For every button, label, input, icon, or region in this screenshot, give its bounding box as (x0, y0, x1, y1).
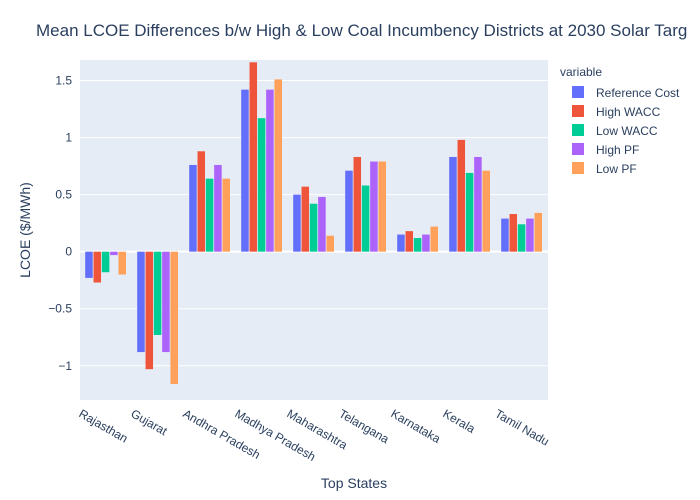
bar[interactable] (293, 194, 301, 252)
bar[interactable] (517, 224, 526, 252)
y-tick-label: 1 (65, 131, 72, 145)
legend-swatch (572, 105, 584, 117)
bar[interactable] (118, 251, 126, 275)
y-tick-label: −0.5 (48, 302, 72, 316)
bars (85, 62, 542, 385)
bar[interactable] (241, 89, 249, 252)
y-axis-ticks: −1 −0.5 0 0.5 1 1.5 (48, 74, 72, 373)
legend-title: variable (560, 65, 602, 79)
y-axis-title: LCOE ($/MWh) (17, 182, 33, 278)
y-tick-label: 0 (65, 245, 72, 259)
bar[interactable] (526, 218, 534, 252)
y-tick-label: 0.5 (55, 188, 72, 202)
bar[interactable] (397, 234, 405, 252)
bar[interactable] (405, 231, 414, 252)
legend-item-label[interactable]: High PF (596, 143, 639, 157)
bar[interactable] (205, 178, 214, 252)
bar[interactable] (222, 178, 230, 252)
bar[interactable] (85, 251, 93, 278)
bar[interactable] (326, 235, 334, 252)
bar[interactable] (361, 185, 370, 252)
bar[interactable] (137, 251, 145, 353)
bar[interactable] (465, 172, 474, 252)
bar[interactable] (422, 234, 430, 252)
chart-title: Mean LCOE Differences b/w High & Low Coa… (36, 21, 687, 40)
legend-item-label[interactable]: Low WACC (596, 124, 658, 138)
bar[interactable] (413, 237, 422, 252)
bar[interactable] (482, 170, 490, 252)
bar[interactable] (145, 251, 154, 370)
bar[interactable] (214, 164, 222, 252)
legend-swatch (572, 162, 584, 174)
bar[interactable] (457, 139, 466, 252)
bar[interactable] (353, 156, 362, 252)
bar[interactable] (93, 251, 102, 283)
bar[interactable] (309, 203, 318, 252)
bar[interactable] (301, 186, 310, 252)
bar[interactable] (257, 118, 266, 252)
bar[interactable] (370, 161, 378, 252)
bar[interactable] (110, 251, 118, 256)
bar[interactable] (345, 170, 353, 252)
y-tick-label: −1 (58, 359, 72, 373)
legend-item-label[interactable]: High WACC (596, 105, 661, 119)
bar[interactable] (318, 196, 326, 252)
bar[interactable] (449, 156, 457, 252)
legend[interactable]: variable Reference Cost High WACC Low WACC… (560, 65, 680, 176)
legend-item-label[interactable]: Reference Cost (596, 86, 680, 100)
bar[interactable] (474, 156, 482, 252)
bar[interactable] (170, 251, 178, 385)
bar[interactable] (249, 62, 258, 252)
legend-item-label[interactable]: Low PF (596, 162, 637, 176)
bar[interactable] (274, 79, 282, 252)
bar[interactable] (162, 251, 170, 353)
x-axis-title: Top States (321, 475, 387, 491)
bar[interactable] (189, 164, 197, 252)
bar[interactable] (153, 251, 162, 335)
bar[interactable] (430, 226, 438, 252)
bar[interactable] (378, 161, 386, 252)
bar[interactable] (534, 212, 542, 252)
legend-swatch (572, 143, 584, 155)
bar[interactable] (266, 89, 274, 252)
bar[interactable] (197, 151, 206, 252)
bar[interactable] (501, 218, 509, 252)
bar[interactable] (509, 214, 518, 252)
legend-swatch (572, 86, 584, 98)
bar[interactable] (101, 251, 110, 273)
y-tick-label: 1.5 (55, 74, 72, 88)
legend-swatch (572, 124, 584, 136)
